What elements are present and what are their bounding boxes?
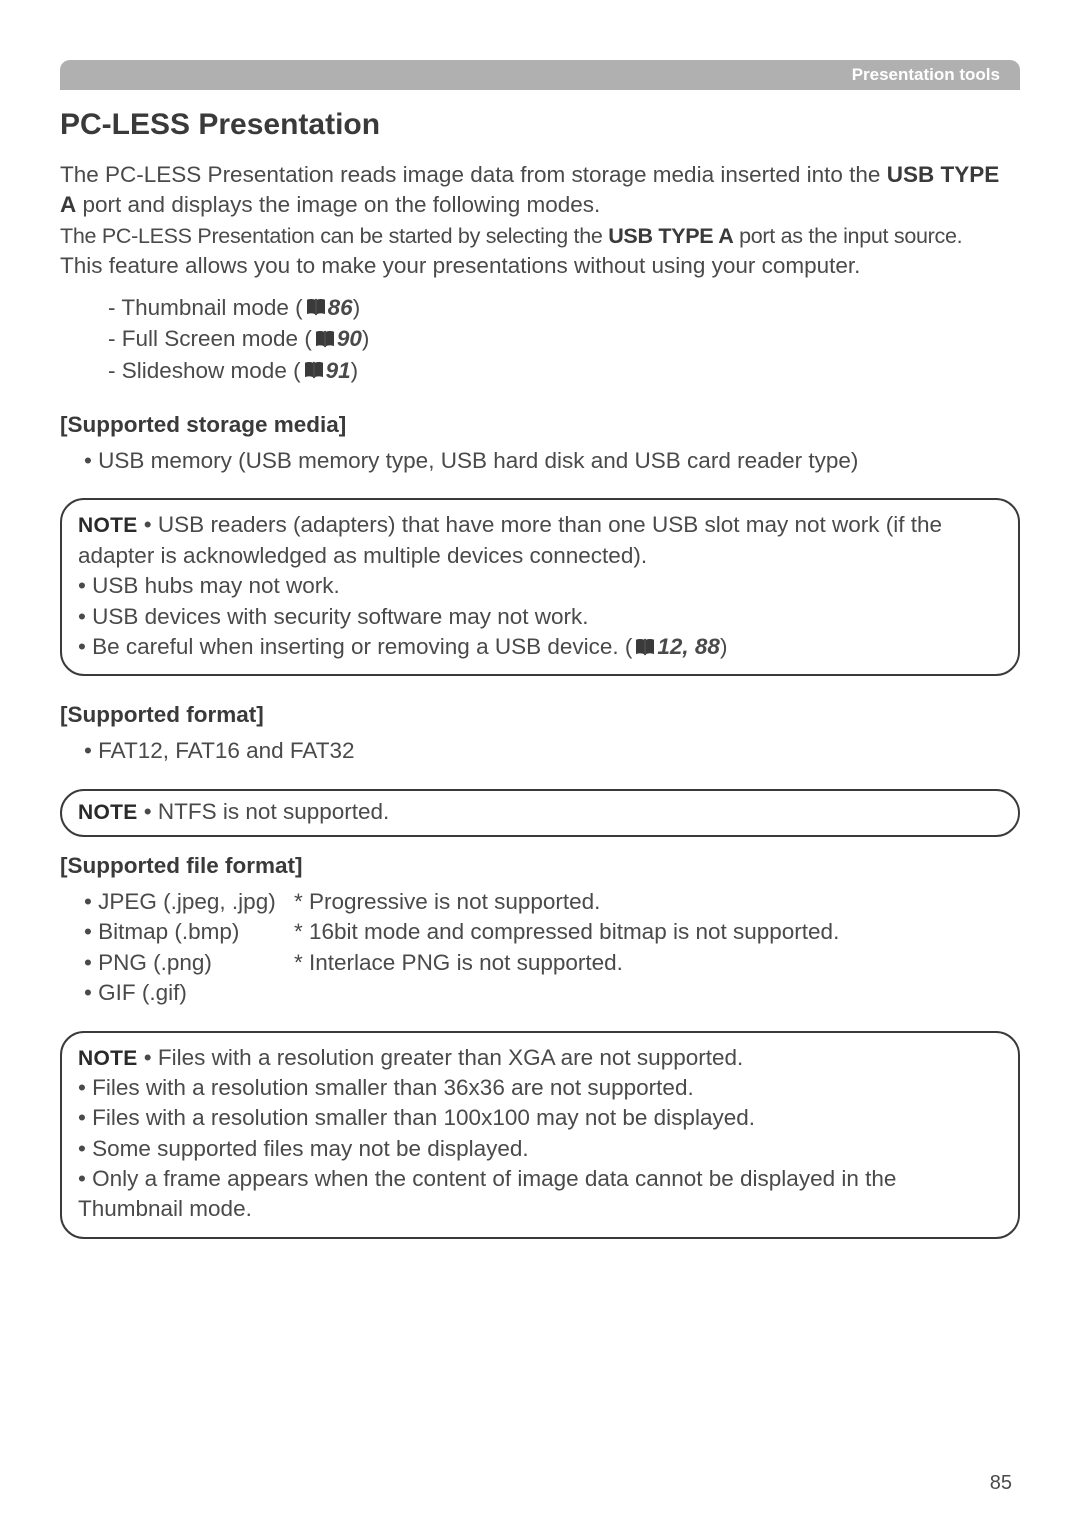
page-ref: 12, 88 (657, 634, 720, 659)
storage-bullet: • USB memory (USB memory type, USB hard … (84, 446, 1020, 476)
page-ref: 86 (328, 292, 353, 324)
note-box-3: NOTE • Files with a resolution greater t… (60, 1031, 1020, 1239)
page-ref: 91 (326, 355, 351, 387)
intro-text: port as the input source. (733, 224, 962, 248)
mode-label: - Slideshow mode ( (108, 355, 301, 387)
fileformat-table: • JPEG (.jpeg, .jpg) • Bitmap (.bmp) • P… (84, 887, 1020, 1009)
book-icon (634, 638, 656, 656)
note-label: NOTE (78, 1047, 138, 1070)
mode-close: ) (351, 355, 359, 387)
note-text: • Be careful when inserting or removing … (78, 634, 632, 659)
fileformat-note: * Interlace PNG is not supported. (294, 948, 1020, 978)
mode-item: - Full Screen mode ( 90) (108, 323, 1020, 355)
fileformat-note: * Progressive is not supported. (294, 887, 1020, 917)
intro-text: port and displays the image on the follo… (76, 192, 600, 217)
section-header-bar: Presentation tools (60, 60, 1020, 90)
fileformat-col-types: • JPEG (.jpeg, .jpg) • Bitmap (.bmp) • P… (84, 887, 294, 1009)
format-heading: [Supported format] (60, 702, 1020, 728)
book-icon (303, 361, 325, 379)
mode-label: - Thumbnail mode ( (108, 292, 303, 324)
modes-list: - Thumbnail mode ( 86) - Full Screen mode… (108, 292, 1020, 387)
note-text: • NTFS is not supported. (138, 799, 390, 824)
note-box-1: NOTE • USB readers (adapters) that have … (60, 498, 1020, 676)
page-number: 85 (990, 1472, 1012, 1495)
intro-paragraph: The PC-LESS Presentation reads image dat… (60, 160, 1020, 282)
section-header-label: Presentation tools (852, 65, 1000, 85)
storage-heading: [Supported storage media] (60, 412, 1020, 438)
mode-close: ) (362, 323, 370, 355)
note-text: • Files with a resolution smaller than 3… (78, 1075, 694, 1100)
note-text: • USB readers (adapters) that have more … (78, 512, 942, 567)
fileformat-type: • PNG (.png) (84, 948, 294, 978)
note-text: • USB hubs may not work. (78, 573, 340, 598)
page-ref: 90 (337, 323, 362, 355)
fileformat-heading: [Supported file format] (60, 853, 1020, 879)
note-text: • Files with a resolution greater than X… (138, 1045, 744, 1070)
intro-bold-2: USB TYPE A (608, 224, 733, 248)
fileformat-note: * 16bit mode and compressed bitmap is no… (294, 917, 1020, 947)
note-text: • USB devices with security software may… (78, 604, 589, 629)
note-text: ) (720, 634, 728, 659)
fileformat-type: • GIF (.gif) (84, 978, 294, 1008)
fileformat-type: • Bitmap (.bmp) (84, 917, 294, 947)
note-label: NOTE (78, 801, 138, 824)
page-title: PC-LESS Presentation (60, 108, 1020, 142)
note-text: • Files with a resolution smaller than 1… (78, 1105, 755, 1130)
mode-close: ) (353, 292, 361, 324)
mode-item: - Slideshow mode ( 91) (108, 355, 1020, 387)
note-label: NOTE (78, 514, 138, 537)
intro-text: The PC-LESS Presentation can be started … (60, 224, 608, 248)
mode-label: - Full Screen mode ( (108, 323, 312, 355)
fileformat-col-notes: * Progressive is not supported. * 16bit … (294, 887, 1020, 1009)
book-icon (305, 298, 327, 316)
fileformat-type: • JPEG (.jpeg, .jpg) (84, 887, 294, 917)
note-text: • Some supported files may not be displa… (78, 1136, 529, 1161)
mode-item: - Thumbnail mode ( 86) (108, 292, 1020, 324)
intro-text: This feature allows you to make your pre… (60, 253, 860, 278)
intro-text: The PC-LESS Presentation reads image dat… (60, 162, 887, 187)
format-bullet: • FAT12, FAT16 and FAT32 (84, 736, 1020, 766)
note-box-2: NOTE • NTFS is not supported. (60, 789, 1020, 837)
note-text: • Only a frame appears when the content … (78, 1166, 896, 1221)
book-icon (314, 330, 336, 348)
